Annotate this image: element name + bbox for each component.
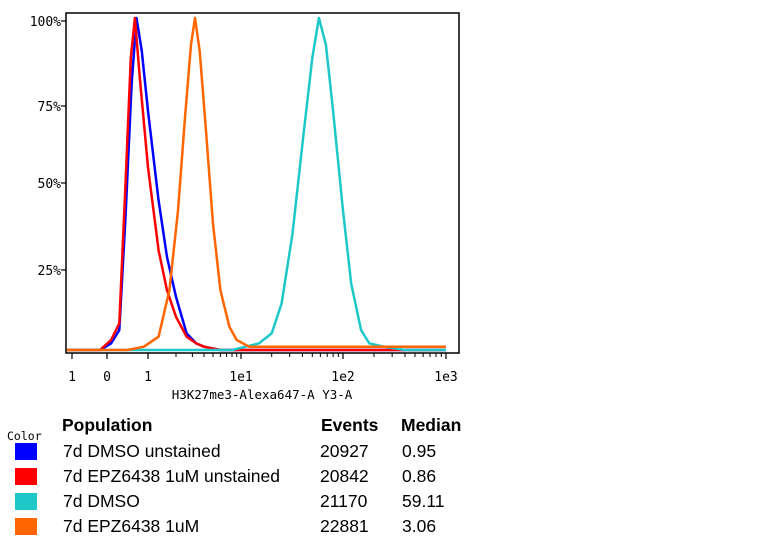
x-tick-label: 1e1 [229, 370, 252, 385]
legend-median: 59.11 [402, 491, 445, 511]
x-tick-label: 1e2 [331, 370, 354, 385]
legend-events: 20842 [320, 466, 369, 486]
legend-row: 7d DMSO 21170 59.11 [0, 490, 500, 514]
legend-header-population: Population [62, 415, 153, 435]
series-line-3 [67, 16, 446, 352]
legend-swatch [15, 468, 37, 485]
series-line-2 [67, 16, 446, 352]
x-axis-ticks: 1 0 1 1e1 1e2 1e3 [68, 353, 458, 385]
x-tick-label: 1 [68, 370, 76, 385]
legend-row: 7d DMSO unstained 20927 0.95 [0, 440, 500, 464]
legend-events: 20927 [320, 441, 369, 461]
legend-swatch [15, 493, 37, 510]
legend-population: 7d EPZ6438 1uM unstained [63, 466, 280, 486]
legend-events: 22881 [320, 516, 369, 536]
x-axis-label: H3K27me3-Alexa647-A Y3-A [172, 387, 353, 402]
legend-median: 3.06 [402, 516, 437, 536]
x-tick-label: 0 [103, 370, 111, 385]
legend-header-median: Median [401, 415, 462, 435]
legend-median: 0.86 [402, 466, 437, 486]
legend-events: 21170 [320, 491, 368, 511]
series-layer [67, 16, 446, 352]
legend-median: 0.95 [402, 441, 437, 461]
y-tick-label: 50% [38, 177, 62, 192]
y-axis-ticks: 100% 75% 50% 25% [30, 15, 66, 279]
legend-population: 7d DMSO unstained [63, 441, 221, 461]
legend-swatch [15, 518, 37, 535]
legend-color-title: Color [7, 429, 42, 443]
histogram-chart: 1 0 1 1e1 1e2 1e3 100% 75% 50% 25% H3K27me3-Alex… [30, 12, 460, 402]
y-tick-label: 25% [38, 264, 62, 279]
series-line-4 [67, 16, 446, 352]
legend-swatch [15, 443, 37, 460]
y-tick-label: 75% [38, 100, 62, 115]
x-tick-label: 1e3 [434, 370, 457, 385]
legend-row: 7d EPZ6438 1uM 22881 3.06 [0, 515, 500, 539]
x-tick-label: 1 [144, 370, 152, 385]
legend-population: 7d EPZ6438 1uM [63, 516, 200, 536]
legend-header-events: Events [321, 415, 379, 435]
legend-population: 7d DMSO [63, 491, 140, 511]
legend-row: 7d EPZ6438 1uM unstained 20842 0.86 [0, 465, 500, 489]
y-tick-label: 100% [30, 15, 61, 30]
series-line-1 [67, 16, 446, 352]
